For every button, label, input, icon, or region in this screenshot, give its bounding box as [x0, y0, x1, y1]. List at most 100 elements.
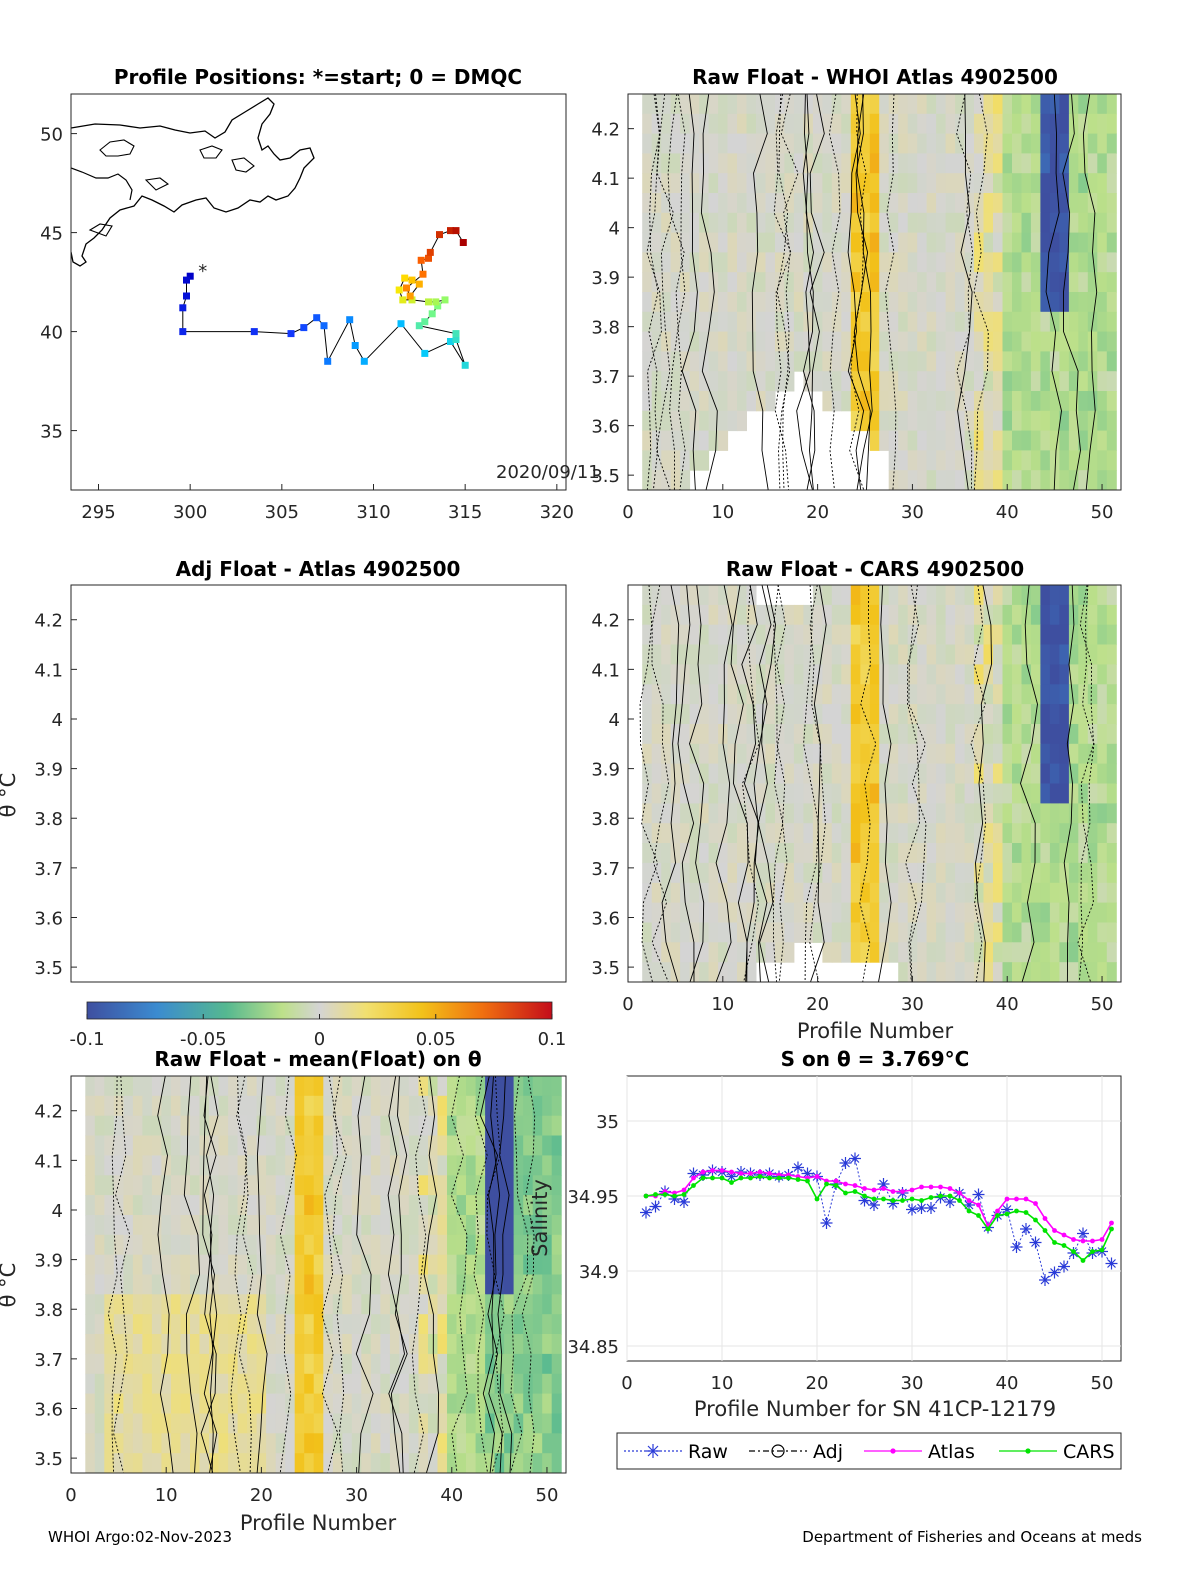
heatmap-cell: [332, 1195, 343, 1216]
heatmap-cell: [209, 1155, 219, 1176]
heatmap-cell: [1078, 331, 1089, 352]
heatmap-cell: [1106, 450, 1117, 471]
heatmap-cell: [983, 763, 994, 784]
heatmap-cell: [551, 1453, 562, 1473]
heatmap-cell: [380, 1334, 391, 1355]
heatmap-cell: [1068, 624, 1079, 646]
cars-point: [1109, 1226, 1114, 1232]
heatmap-cell: [332, 1413, 343, 1434]
heatmap-cell: [812, 311, 823, 333]
heatmap-cell: [841, 133, 852, 154]
heatmap-cell: [917, 232, 928, 253]
heatmap-cell: [523, 1076, 534, 1097]
heatmap-cell: [775, 624, 785, 646]
heatmap-cell: [332, 1234, 343, 1256]
heatmap-cell: [831, 902, 842, 923]
heatmap-cell: [699, 450, 710, 471]
ytick-label: 4.1: [591, 169, 620, 190]
heatmap-cell: [661, 212, 672, 234]
heatmap-cell: [447, 1353, 457, 1375]
heatmap-cell: [304, 1314, 315, 1335]
atlas-point: [1061, 1232, 1067, 1238]
heatmap-cell: [803, 272, 814, 293]
contour-line: [796, 94, 814, 490]
heatmap-cell: [746, 783, 757, 804]
heatmap-cell: [822, 292, 833, 313]
heatmap-cell: [247, 1453, 258, 1473]
heatmap-cell: [1106, 212, 1117, 234]
heatmap-cell: [974, 664, 984, 685]
heatmap-cell: [869, 604, 880, 626]
heatmap-cell: [1049, 272, 1060, 293]
heatmap-cell: [651, 371, 662, 392]
heatmap-cell: [161, 1453, 172, 1473]
heatmap-cell: [907, 843, 918, 864]
heatmap-cell: [1059, 430, 1070, 451]
heatmap-cell: [642, 604, 653, 626]
heatmap-cell: [699, 410, 710, 432]
heatmap-cell: [860, 410, 871, 432]
heatmap-cell: [898, 624, 909, 646]
heatmap-cell: [542, 1155, 553, 1176]
heatmap-cell: [860, 173, 871, 194]
cars-point: [1071, 1249, 1076, 1254]
heatmap-cell: [1068, 882, 1079, 904]
heatmap-cell: [850, 193, 861, 214]
heatmap-cell: [142, 1076, 153, 1097]
heatmap-cell: [841, 292, 852, 313]
heatmap-cell: [437, 1353, 448, 1375]
heatmap-cell: [1021, 430, 1032, 451]
heatmap-cell: [475, 1254, 486, 1276]
heatmap-cell: [475, 1453, 486, 1473]
heatmap-cell: [860, 942, 871, 963]
cars-point: [738, 1175, 744, 1181]
heatmap-cell: [850, 410, 861, 432]
colorbar-tick-label: 0.05: [416, 1029, 456, 1050]
heatmap-cell: [142, 1095, 153, 1117]
heatmap-cell: [907, 430, 918, 451]
heatmap-cell: [437, 1195, 448, 1216]
heatmap-cell: [945, 743, 956, 765]
heatmap-cell: [841, 272, 852, 293]
heatmap-cell: [190, 1195, 200, 1216]
heatmap-cell: [104, 1175, 115, 1196]
heatmap-cell: [831, 585, 842, 606]
heatmap-cell: [228, 1294, 239, 1315]
heatmap-cell: [1012, 684, 1022, 705]
ytick-label: 4: [609, 219, 620, 240]
heatmap-cell: [1002, 724, 1013, 745]
heatmap-cell: [661, 843, 672, 864]
heatmap-cell: [323, 1413, 334, 1434]
heatmap-cell: [812, 371, 823, 392]
heatmap-cell: [718, 585, 729, 606]
heatmap-cell: [775, 272, 785, 293]
heatmap-cell: [869, 882, 880, 904]
heatmap-cell: [180, 1373, 191, 1395]
heatmap-cell: [532, 1095, 543, 1117]
heatmap-cell: [765, 391, 776, 412]
map-title: Profile Positions: *=start; 0 = DMQC: [114, 65, 522, 89]
heatmap-cell: [351, 1234, 362, 1256]
heatmap-cell: [917, 644, 928, 665]
heatmap-cell: [466, 1115, 476, 1137]
heatmap-cell: [1040, 664, 1051, 685]
heatmap-cell: [323, 1215, 334, 1236]
heatmap-cell: [1002, 252, 1013, 273]
heatmap-cell: [699, 133, 710, 154]
heatmap-cell: [1002, 823, 1013, 844]
heatmap-cell: [228, 1195, 239, 1216]
heatmap-cell: [983, 252, 994, 273]
heatmap-cell: [869, 193, 880, 214]
heatmap-cell: [727, 391, 738, 412]
heatmap-cell: [247, 1155, 258, 1176]
heatmap-cell: [708, 962, 719, 982]
raw-point: [972, 1188, 985, 1201]
heatmap-cell: [1097, 763, 1108, 784]
heatmap-cell: [850, 664, 861, 685]
heatmap-cell: [898, 843, 909, 864]
heatmap-cell: [765, 292, 776, 313]
heatmap-cell: [551, 1195, 562, 1216]
heatmap-cell: [651, 704, 662, 725]
heatmap-cell: [945, 212, 956, 234]
heatmap-cell: [1040, 173, 1051, 194]
